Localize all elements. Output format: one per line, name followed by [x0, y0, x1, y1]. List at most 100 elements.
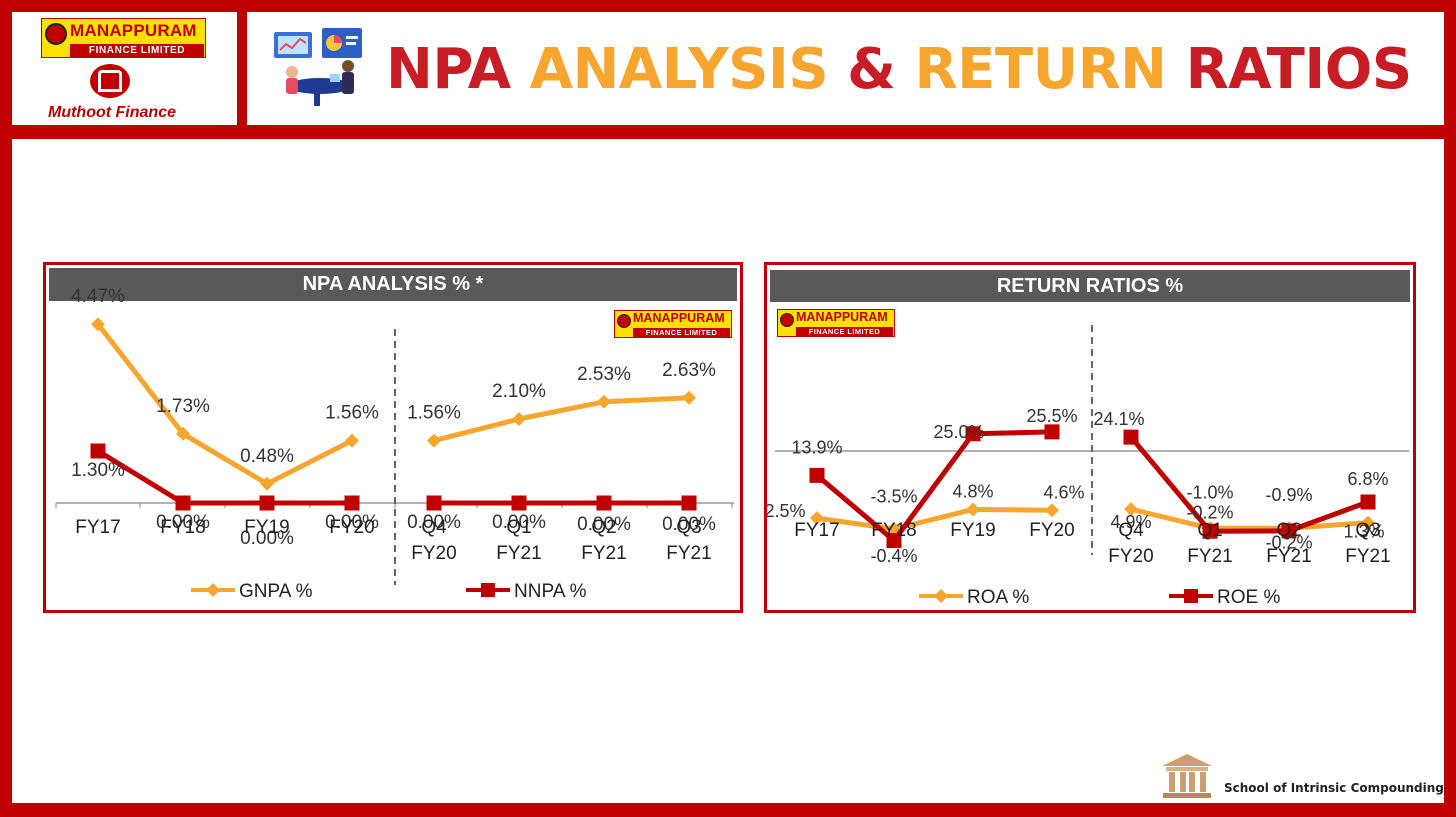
ret-roe-data-label: -1.0% [1186, 482, 1233, 502]
ret-roa-data-label: -0.2% [1265, 532, 1312, 552]
npa-nnpa-point [259, 495, 275, 511]
npa-nnpa-data-label: 0.00% [492, 512, 546, 533]
npa-nnpa-point [511, 495, 527, 511]
ret-roe-point [886, 533, 902, 549]
npa-category-label: FY21 [581, 543, 626, 564]
school-building-icon [1162, 754, 1212, 798]
npa-category-label: FY19 [244, 517, 289, 538]
ret-roa-point [966, 502, 980, 517]
title-part-analysis: ANALYSIS [529, 37, 829, 102]
manappuram-logo: MANAPPURAM FINANCE LIMITED [41, 18, 206, 58]
npa-category-label: FY20 [411, 543, 456, 564]
npa-gnpa-point [345, 433, 359, 448]
npa-gnpa-data-label: 2.63% [662, 360, 716, 381]
npa-nnpa-data-label: 0.00% [662, 514, 716, 535]
ret-roa-point [810, 511, 824, 526]
ret-roe-point [1202, 523, 1218, 539]
ret-roe-point [1281, 523, 1297, 539]
page-title: NPA ANALYSIS & RETURN RATIOS [386, 30, 1412, 110]
npa-nnpa-data-label: 0.00% [240, 528, 294, 549]
npa-nnpa-point [344, 495, 360, 511]
ret-roe-point [965, 426, 981, 442]
business-meeting-illustration-icon [274, 28, 362, 106]
ret-roe-data-label: 25.5% [1026, 406, 1077, 426]
npa-gnpa-point [512, 412, 526, 426]
npa-nnpa-data-label: 0.00% [325, 512, 379, 533]
npa-analysis-chart: 4.47% 1.73% 0.48% 1.56% 1.56% 2.10% 2.53% 2.63%… [55, 286, 734, 602]
ret-roe-point [1044, 424, 1060, 440]
ret-roa-line [816, 507, 1053, 532]
ret-roa-data-label: 1.3% [1343, 522, 1384, 542]
return-ratios-chart: 2.5% -0.4% 4.8% 4.6% 4.9% -0.2% -0.2% 1.3% 13.9%… [767, 325, 1409, 608]
ret-category-label: Q3 [1355, 520, 1380, 541]
npa-nnpa-point [681, 495, 697, 511]
npa-nnpa-legend-label: NNPA % [514, 581, 587, 602]
ret-category-label: FY19 [950, 520, 995, 541]
return-manappuram-logo: MANAPPURAM FINANCE LIMITED [777, 309, 895, 337]
ret-roe-line [1129, 435, 1369, 534]
npa-gnpa-data-label: 1.73% [156, 396, 210, 417]
ret-roe-data-label: -0.9% [1265, 485, 1312, 505]
ret-roe-point [1360, 494, 1376, 510]
title-part-ratios: RATIOS [1185, 37, 1413, 102]
return-manappuram-logo-name: MANAPPURAM [796, 310, 888, 324]
npa-gnpa-data-label: 1.56% [325, 403, 379, 424]
npa-nnpa-point [175, 495, 191, 511]
ret-roe-legend-label: ROE % [1217, 587, 1280, 608]
manappuram-logo-name: MANAPPURAM [70, 21, 197, 40]
ret-roa-data-label: 4.8% [952, 482, 993, 502]
ret-category-label: FY18 [871, 520, 916, 541]
ret-category-label: Q4 [1118, 520, 1144, 541]
npa-gnpa-point [427, 433, 441, 448]
ret-roe-data-label: 6.8% [1347, 469, 1388, 489]
header-bar [0, 125, 1456, 139]
ret-category-label: FY20 [1029, 520, 1074, 541]
return-ratios-panel: RETURN RATIOS % MANAPPURAM FINANCE LIMIT… [764, 262, 1416, 613]
npa-category-label: Q2 [591, 517, 616, 538]
ret-roa-data-label: -0.2% [1186, 502, 1233, 522]
ret-roa-legend-label: ROA % [967, 587, 1029, 608]
ret-category-label: Q1 [1197, 520, 1222, 541]
return-manappuram-logo-sub: FINANCE LIMITED [796, 327, 893, 336]
return-manappuram-emblem-icon [780, 313, 794, 327]
ret-category-label: FY17 [794, 520, 839, 541]
logo-area: MANAPPURAM FINANCE LIMITED Muthoot Finan… [12, 12, 237, 125]
ret-category-label: FY21 [1266, 546, 1311, 567]
logo-divider [237, 0, 247, 130]
manappuram-logo-sub: FINANCE LIMITED [70, 44, 204, 57]
npa-gnpa-legend-label: GNPA % [239, 581, 313, 602]
return-ratios-chart-title: RETURN RATIOS % [770, 270, 1410, 302]
npa-gnpa-point [260, 476, 274, 491]
ret-roa-data-label: -0.4% [870, 546, 917, 566]
ret-roe-data-label: -3.5% [870, 487, 917, 507]
npa-category-label: FY20 [329, 517, 374, 538]
npa-category-label: FY21 [666, 543, 711, 564]
npa-gnpa-point [176, 426, 190, 441]
npa-gnpa-data-label: 2.10% [492, 381, 546, 402]
ret-roe-line [815, 429, 1053, 544]
npa-gnpa-data-label: 0.48% [240, 446, 294, 467]
npa-analysis-panel: NPA ANALYSIS % * MANAPPURAM FINANCE LIMI… [43, 262, 743, 613]
npa-nnpa-data-label: 0.00% [577, 514, 631, 535]
npa-nnpa-point [426, 495, 442, 511]
npa-gnpa-point [91, 317, 105, 332]
npa-nnpa-data-label: 0.00% [407, 512, 461, 533]
muthoot-logo-name: Muthoot Finance [48, 104, 176, 121]
npa-gnpa-point [682, 390, 696, 405]
ret-roa-point [1124, 502, 1138, 517]
ret-roa-data-label: 4.9% [1110, 512, 1151, 532]
npa-gnpa-legend-marker [206, 583, 220, 597]
npa-gnpa-data-label: 4.47% [71, 286, 125, 307]
ret-roe-legend-marker [1184, 589, 1198, 603]
ret-roe-data-label: 13.9% [791, 437, 842, 457]
ret-roa-line [1130, 506, 1369, 531]
npa-gnpa-data-label: 2.53% [577, 364, 631, 385]
npa-nnpa-data-label: 1.30% [71, 460, 125, 481]
ret-roe-point [1123, 429, 1139, 445]
ret-roe-data-label: 25.0% [933, 422, 984, 442]
footer-branding: School of Intrinsic Compounding [1160, 752, 1450, 802]
npa-nnpa-line [96, 448, 352, 506]
ret-roe-data-label: 24.1% [1093, 409, 1144, 429]
ret-category-label: FY21 [1187, 546, 1232, 567]
